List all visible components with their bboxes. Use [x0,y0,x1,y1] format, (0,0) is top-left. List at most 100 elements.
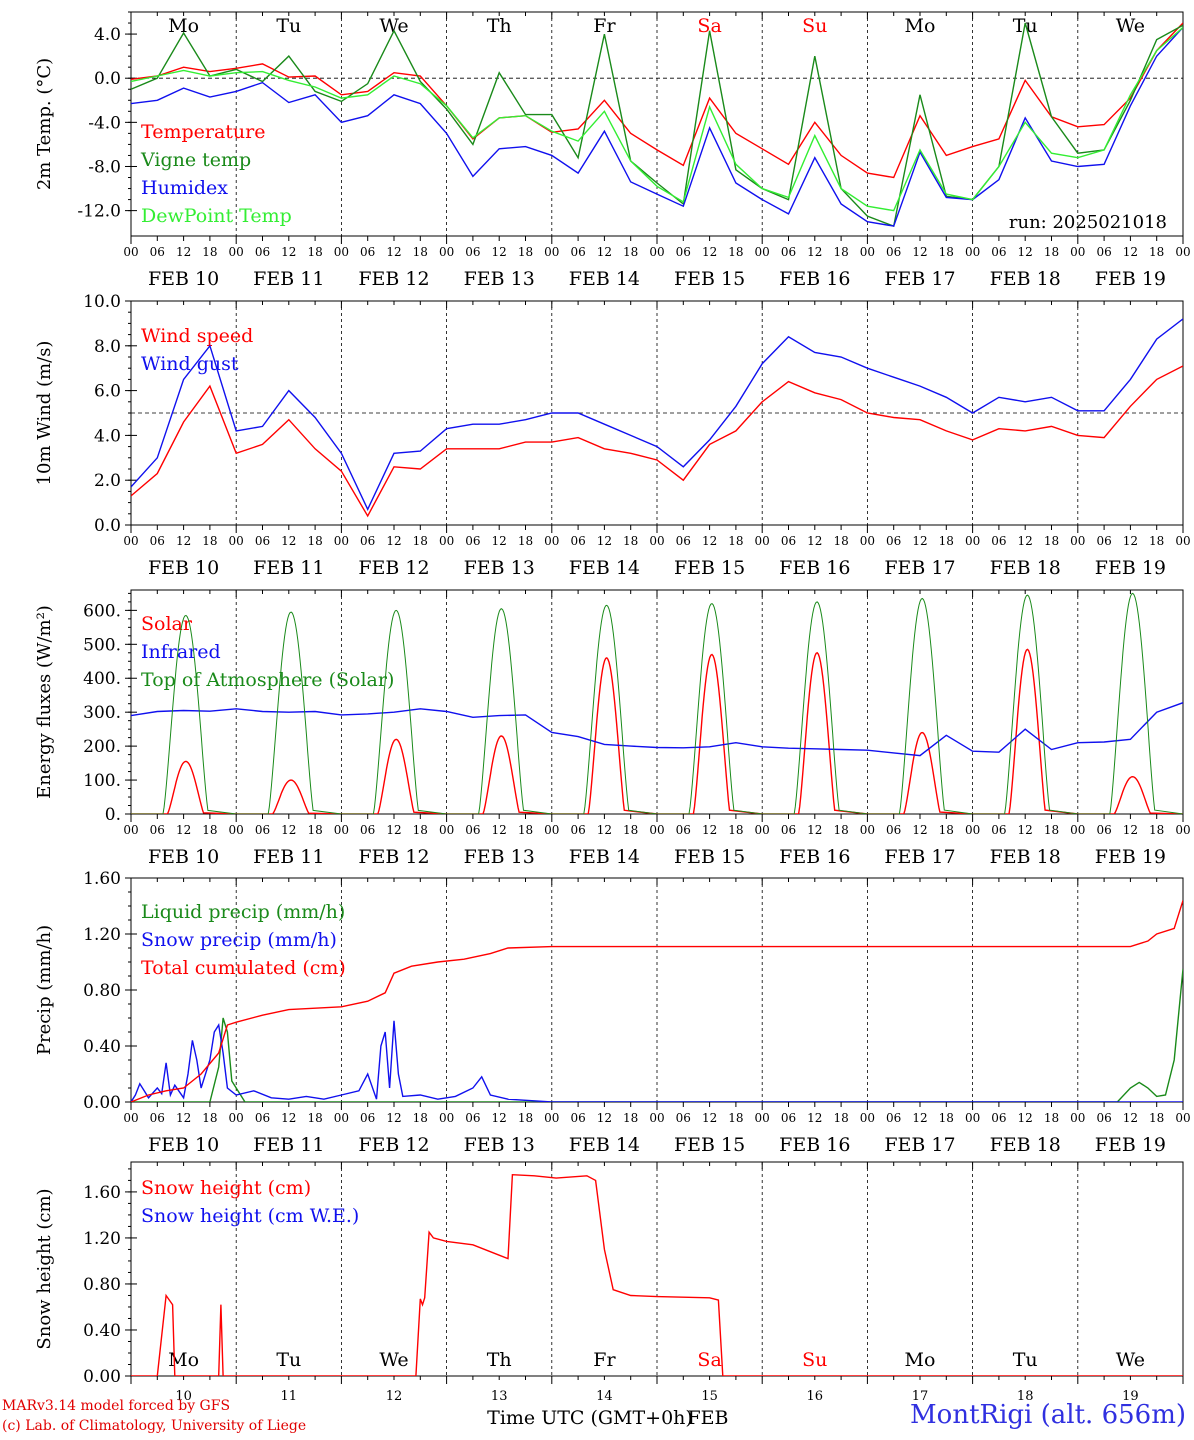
wind-hour-label: 00 [755,534,770,548]
precip-hour-label: 12 [807,1111,822,1125]
run-annotation: run: 2025021018 [1009,212,1167,233]
wind-hour-label: 12 [386,534,401,548]
wind-series-1 [131,318,1183,511]
energy-hour-label: 00 [1070,823,1085,837]
snow-ytick-label: 0.40 [83,1321,121,1341]
wind-hour-label: 18 [623,534,638,548]
temp-legend-2: Humidex [141,177,228,199]
wind-series-0 [131,365,1183,518]
wind-date-label: FEB 18 [990,557,1061,579]
wind-hour-label: 00 [1175,534,1190,548]
energy-hour-label: 18 [833,823,848,837]
precip-hour-label: 06 [781,1111,796,1125]
energy-hour-label: 18 [939,823,954,837]
energy-hour-label: 00 [965,823,980,837]
temp-hour-label: 18 [202,245,217,259]
energy-series-2 [131,592,1183,814]
precip-hour-label: 12 [176,1111,191,1125]
energy-hour-label: 00 [860,823,875,837]
snow-day-number: 17 [912,1389,929,1404]
precip-hour-label: 00 [123,1111,138,1125]
energy-legend-0: Solar [141,613,193,635]
wind-hour-label: 18 [413,534,428,548]
wind-hour-label: 18 [202,534,217,548]
temp-hour-label: 00 [755,245,770,259]
temp-hour-label: 06 [465,245,480,259]
precip-hour-label: 12 [702,1111,717,1125]
snow-day-number: 16 [807,1389,824,1404]
temp-ytick-label: -8.0 [88,157,121,177]
temp-hour-label: 00 [860,245,875,259]
precip-date-label: FEB 15 [674,1134,745,1156]
temp-weekday-label: Th [487,15,512,37]
energy-date-label: FEB 12 [358,846,429,868]
precip-hour-label: 18 [939,1111,954,1125]
energy-hour-label: 00 [439,823,454,837]
temp-weekday-label: Tu [276,15,301,37]
temp-hour-label: 12 [702,245,717,259]
snow-weekday-label: Su [802,1349,827,1371]
wind-hour-label: 12 [1123,534,1138,548]
wind-date-label: FEB 12 [358,557,429,579]
wind-hour-label: 18 [833,534,848,548]
temp-hour-label: 18 [728,245,743,259]
wind-ytick-label: 8.0 [94,337,121,357]
wind-hour-label: 00 [334,534,349,548]
snow-weekday-label: We [379,1349,408,1371]
lab-credit: (c) Lab. of Climatology, University of L… [2,1418,307,1434]
wind-ytick-label: 4.0 [94,426,121,446]
temp-hour-label: 00 [649,245,664,259]
temp-hour-label: 06 [360,245,375,259]
snow-weekday-label: Th [487,1349,512,1371]
energy-ytick-label: 200. [83,737,121,757]
snow-ylabel: Snow height (cm) [34,1188,55,1349]
temp-series-1 [131,22,1183,228]
energy-hour-label: 06 [150,823,165,837]
temp-weekday-label: Sa [697,15,721,37]
energy-hour-label: 06 [465,823,480,837]
snow-day-number: 13 [491,1389,508,1404]
temp-hour-label: 12 [1018,245,1033,259]
temp-ytick-label: -12.0 [77,202,121,222]
energy-series-1 [131,702,1183,757]
wind-hour-label: 06 [465,534,480,548]
temp-hour-label: 06 [150,245,165,259]
temp-hour-label: 18 [413,245,428,259]
snow-ytick-label: 1.60 [83,1183,121,1203]
temp-hour-label: 12 [807,245,822,259]
precip-hour-label: 06 [1096,1111,1111,1125]
precip-hour-label: 18 [728,1111,743,1125]
energy-date-label: FEB 14 [569,846,640,868]
time-axis-label: Time UTC (GMT+0h) [487,1407,693,1429]
temp-date-label: FEB 11 [253,268,324,290]
wind-legend-0: Wind speed [141,325,253,347]
temp-hour-label: 00 [1175,245,1190,259]
energy-hour-label: 06 [991,823,1006,837]
temp-series-3 [131,26,1183,212]
temp-series-2 [131,26,1183,227]
precip-hour-label: 06 [991,1111,1006,1125]
precip-hour-label: 00 [649,1111,664,1125]
energy-date-label: FEB 15 [674,846,745,868]
wind-hour-label: 12 [597,534,612,548]
precip-series-2 [131,900,1183,1102]
temp-weekday-label: Mo [168,15,199,37]
wind-hour-label: 12 [912,534,927,548]
energy-ytick-label: 0. [105,805,121,825]
precip-hour-label: 12 [1018,1111,1033,1125]
temp-weekday-label: Fr [593,15,616,37]
temp-hour-label: 18 [623,245,638,259]
wind-hour-label: 06 [570,534,585,548]
temp-weekday-label: We [1116,15,1145,37]
wind-hour-label: 06 [886,534,901,548]
temp-hour-label: 00 [229,245,244,259]
energy-hour-label: 06 [1096,823,1111,837]
temp-ytick-label: 4.0 [94,25,121,45]
snow-day-number: 18 [1017,1389,1034,1404]
energy-date-label: FEB 17 [884,846,955,868]
precip-ytick-label: 0.40 [83,1037,121,1057]
wind-hour-label: 00 [229,534,244,548]
energy-hour-label: 12 [1018,823,1033,837]
energy-date-label: FEB 16 [779,846,850,868]
precip-hour-label: 00 [439,1111,454,1125]
